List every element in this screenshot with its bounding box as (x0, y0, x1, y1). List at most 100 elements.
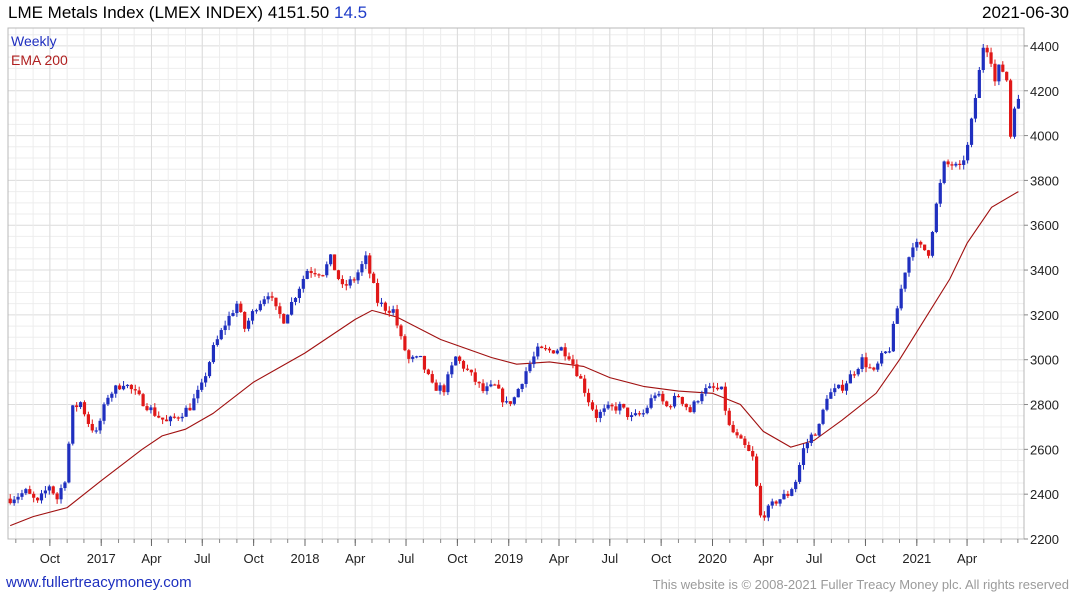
up-bar (954, 163, 958, 166)
up-bar (532, 356, 536, 365)
up-bar (184, 407, 188, 417)
up-bar (657, 393, 661, 396)
down-bar (82, 402, 87, 415)
down-bar (35, 497, 40, 501)
up-bar (301, 278, 305, 289)
down-bar (1001, 64, 1005, 72)
up-bar (778, 499, 782, 504)
up-bar (969, 118, 974, 145)
x-tick-label: Apr (753, 551, 774, 566)
down-bar (141, 394, 145, 407)
up-bar (856, 368, 860, 375)
down-bar (188, 407, 192, 411)
up-bar (801, 448, 806, 466)
up-bar (121, 385, 126, 390)
up-bar (719, 386, 724, 390)
down-bar (422, 355, 427, 370)
down-bar (774, 501, 778, 504)
down-bar (161, 417, 165, 420)
up-bar (520, 383, 524, 390)
up-bar (766, 505, 770, 518)
up-bar (833, 388, 837, 393)
up-bar (98, 420, 102, 431)
up-bar (653, 395, 657, 399)
y-tick-label: 4200 (1030, 84, 1059, 99)
down-bar (590, 402, 595, 410)
up-bar (20, 493, 24, 497)
y-tick-label: 3400 (1030, 263, 1059, 278)
down-bar (118, 385, 122, 390)
plot-frame (7, 27, 1025, 540)
down-bar (751, 450, 755, 457)
down-bar (407, 350, 411, 359)
up-bar (641, 413, 645, 415)
x-axis: Oct 2017 Apr Jul Oct 2018 Apr Jul Oct 2019 Apr Jul O… (15, 539, 1019, 566)
copyright-notice: This website is © 2008-2021 Fuller Treac… (652, 577, 1069, 592)
down-bar (661, 393, 665, 402)
down-bar (458, 356, 462, 361)
up-bar (782, 493, 786, 500)
grid-lines (8, 28, 1024, 540)
up-bar (149, 407, 153, 411)
up-bar (43, 490, 48, 494)
down-bar (313, 273, 317, 275)
down-bar (270, 296, 274, 298)
x-tick-label: Oct (244, 551, 265, 566)
legend: Weekly EMA 200 (11, 33, 68, 68)
up-bar (649, 398, 653, 408)
up-bar (973, 98, 978, 119)
y-tick-label: 2600 (1030, 442, 1059, 457)
down-bar (985, 47, 989, 53)
up-bar (790, 489, 794, 496)
down-bar (723, 386, 727, 411)
ema-200-line (9, 191, 1019, 527)
x-tick-label: Oct (447, 551, 468, 566)
up-bar (805, 442, 810, 449)
x-tick-label: Jul (194, 551, 211, 566)
down-bar (743, 438, 747, 446)
up-bar (192, 398, 196, 411)
last-value: 4151.50 (267, 3, 330, 22)
down-bar (501, 388, 505, 403)
y-tick-label: 3000 (1030, 353, 1059, 368)
down-bar (926, 250, 931, 256)
up-bar (704, 388, 708, 394)
up-bar (598, 411, 602, 418)
down-bar (684, 403, 688, 408)
down-bar (614, 406, 618, 411)
down-bar (540, 346, 544, 349)
up-bar (94, 430, 98, 432)
up-bar (71, 405, 75, 444)
up-bar (536, 346, 540, 357)
up-bar (360, 264, 364, 273)
down-bar (145, 406, 149, 411)
up-bar (618, 403, 622, 411)
up-bar (528, 364, 532, 372)
down-bar (164, 419, 169, 422)
up-bar (356, 272, 360, 281)
website-link[interactable]: www.fullertreacymoney.com (6, 574, 192, 591)
ohlc-bars (8, 44, 1021, 522)
down-bar (575, 364, 579, 377)
up-bar (981, 47, 985, 70)
down-bar (567, 356, 571, 360)
up-bar (1016, 98, 1021, 109)
down-bar (571, 359, 575, 365)
up-bar (168, 416, 173, 422)
up-bar (200, 382, 204, 390)
up-bar (379, 302, 384, 304)
y-tick-label: 3600 (1030, 218, 1059, 233)
up-bar (602, 408, 606, 412)
down-bar (637, 413, 641, 415)
x-tick-label: Oct (40, 551, 61, 566)
down-bar (282, 313, 286, 324)
plot-border (7, 27, 1025, 540)
up-bar (59, 488, 63, 500)
down-bar (465, 368, 470, 370)
up-bar (966, 144, 970, 161)
down-bar (481, 383, 485, 392)
down-bar (372, 273, 376, 283)
legend-weekly: Weekly (11, 33, 57, 49)
down-bar (368, 255, 372, 274)
x-tick-label: Oct (855, 551, 876, 566)
